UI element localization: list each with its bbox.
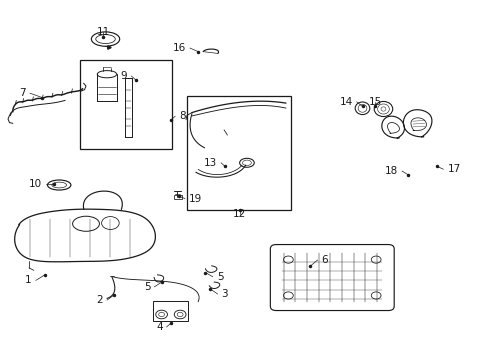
Text: 4: 4 <box>156 322 162 332</box>
Text: 11: 11 <box>96 27 109 37</box>
Text: 7: 7 <box>20 88 26 98</box>
Bar <box>80 60 172 149</box>
Ellipse shape <box>377 104 388 114</box>
Bar <box>153 301 187 320</box>
Ellipse shape <box>357 104 366 112</box>
Bar <box>173 195 181 199</box>
Text: 9: 9 <box>121 71 127 81</box>
FancyBboxPatch shape <box>270 244 393 311</box>
Text: 17: 17 <box>447 164 460 174</box>
Text: 3: 3 <box>221 289 228 299</box>
Text: 18: 18 <box>384 166 397 176</box>
Circle shape <box>158 312 164 317</box>
Bar <box>187 96 291 211</box>
Text: 5: 5 <box>143 282 150 292</box>
Ellipse shape <box>97 71 117 78</box>
Circle shape <box>370 256 380 263</box>
Text: 14: 14 <box>339 97 352 107</box>
Ellipse shape <box>242 160 251 166</box>
Text: 6: 6 <box>321 255 327 265</box>
Ellipse shape <box>373 102 392 117</box>
Ellipse shape <box>91 32 120 46</box>
Circle shape <box>102 217 119 229</box>
Text: 19: 19 <box>188 194 202 204</box>
Ellipse shape <box>73 216 99 231</box>
Circle shape <box>283 292 293 299</box>
Text: 8: 8 <box>179 111 185 121</box>
Circle shape <box>174 310 185 319</box>
Ellipse shape <box>354 102 369 114</box>
Text: 1: 1 <box>25 275 32 285</box>
Ellipse shape <box>239 158 254 167</box>
Ellipse shape <box>96 35 115 44</box>
Circle shape <box>370 292 380 299</box>
Text: 12: 12 <box>232 209 246 219</box>
Circle shape <box>156 310 167 319</box>
Circle shape <box>283 256 293 263</box>
Circle shape <box>177 312 183 317</box>
Ellipse shape <box>380 107 385 111</box>
Text: 16: 16 <box>172 43 185 53</box>
Ellipse shape <box>52 182 66 188</box>
Text: 13: 13 <box>203 158 217 168</box>
Text: 10: 10 <box>29 179 42 189</box>
Text: 15: 15 <box>368 97 381 107</box>
Text: 5: 5 <box>216 272 223 282</box>
Text: 2: 2 <box>96 295 103 305</box>
Ellipse shape <box>47 180 71 190</box>
